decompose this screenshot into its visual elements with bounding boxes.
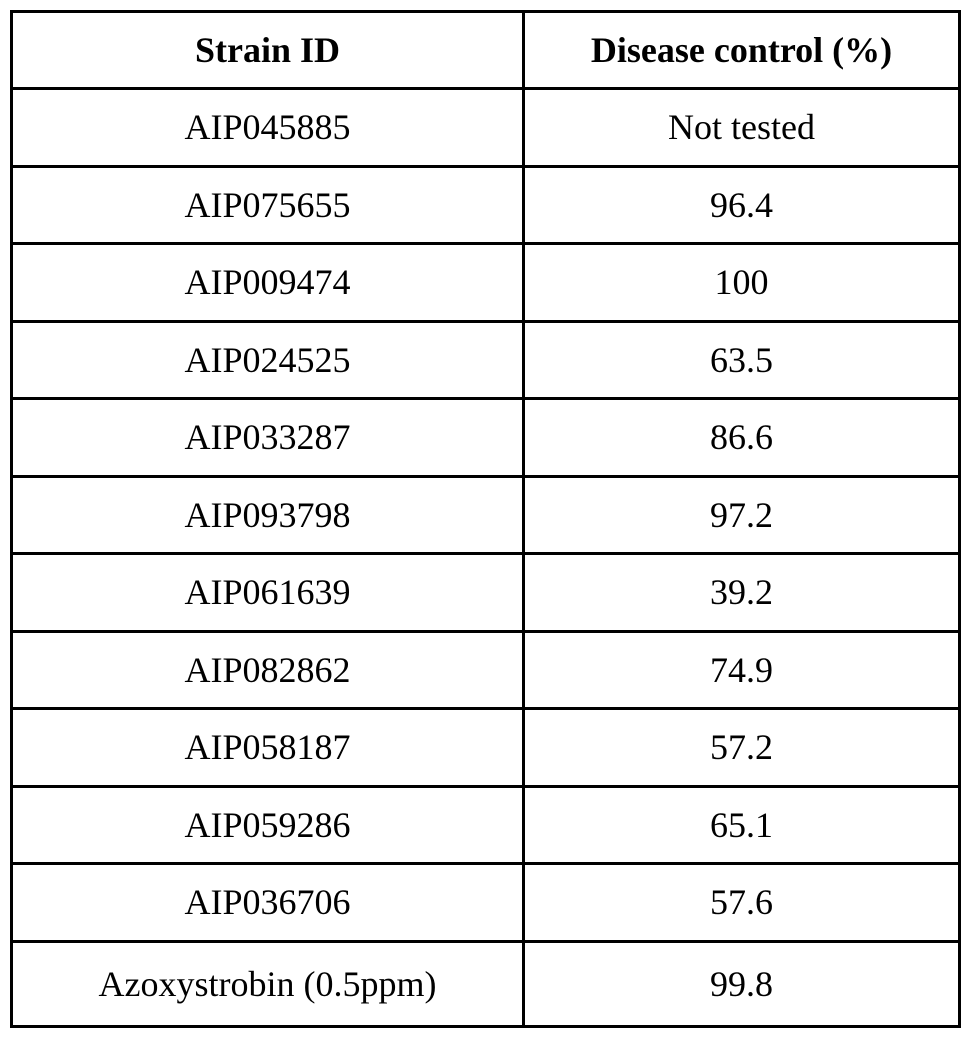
table-cell: 63.5 — [524, 321, 960, 399]
table-row: Azoxystrobin (0.5ppm)99.8 — [12, 941, 960, 1026]
table-cell: 86.6 — [524, 399, 960, 477]
table-cell: AIP059286 — [12, 786, 524, 864]
table-cell: 97.2 — [524, 476, 960, 554]
table-cell: AIP093798 — [12, 476, 524, 554]
table-cell: AIP045885 — [12, 89, 524, 167]
table-cell: 74.9 — [524, 631, 960, 709]
table-cell: AIP036706 — [12, 864, 524, 942]
table-cell: 65.1 — [524, 786, 960, 864]
table-cell: Not tested — [524, 89, 960, 167]
table-row: AIP07565596.4 — [12, 166, 960, 244]
header-cell: Disease control (%) — [524, 12, 960, 89]
table-row: AIP05818757.2 — [12, 709, 960, 787]
table-row: AIP09379897.2 — [12, 476, 960, 554]
table-cell: 57.2 — [524, 709, 960, 787]
table-row: AIP02452563.5 — [12, 321, 960, 399]
table-cell: AIP024525 — [12, 321, 524, 399]
header-row: Strain IDDisease control (%) — [12, 12, 960, 89]
table-row: AIP045885Not tested — [12, 89, 960, 167]
table-cell: 99.8 — [524, 941, 960, 1026]
table-cell: AIP082862 — [12, 631, 524, 709]
table-row: AIP03328786.6 — [12, 399, 960, 477]
table-cell: AIP058187 — [12, 709, 524, 787]
table-row: AIP06163939.2 — [12, 554, 960, 632]
table-cell: 96.4 — [524, 166, 960, 244]
table-cell: 100 — [524, 244, 960, 322]
data-table: Strain IDDisease control (%) AIP045885No… — [10, 10, 961, 1028]
header-cell: Strain ID — [12, 12, 524, 89]
table-cell: AIP061639 — [12, 554, 524, 632]
table-row: AIP05928665.1 — [12, 786, 960, 864]
table-row: AIP009474100 — [12, 244, 960, 322]
table-cell: Azoxystrobin (0.5ppm) — [12, 941, 524, 1026]
table-cell: AIP009474 — [12, 244, 524, 322]
table-cell: AIP033287 — [12, 399, 524, 477]
table-row: AIP08286274.9 — [12, 631, 960, 709]
table-row: AIP03670657.6 — [12, 864, 960, 942]
table-cell: 57.6 — [524, 864, 960, 942]
table-cell: AIP075655 — [12, 166, 524, 244]
table-cell: 39.2 — [524, 554, 960, 632]
